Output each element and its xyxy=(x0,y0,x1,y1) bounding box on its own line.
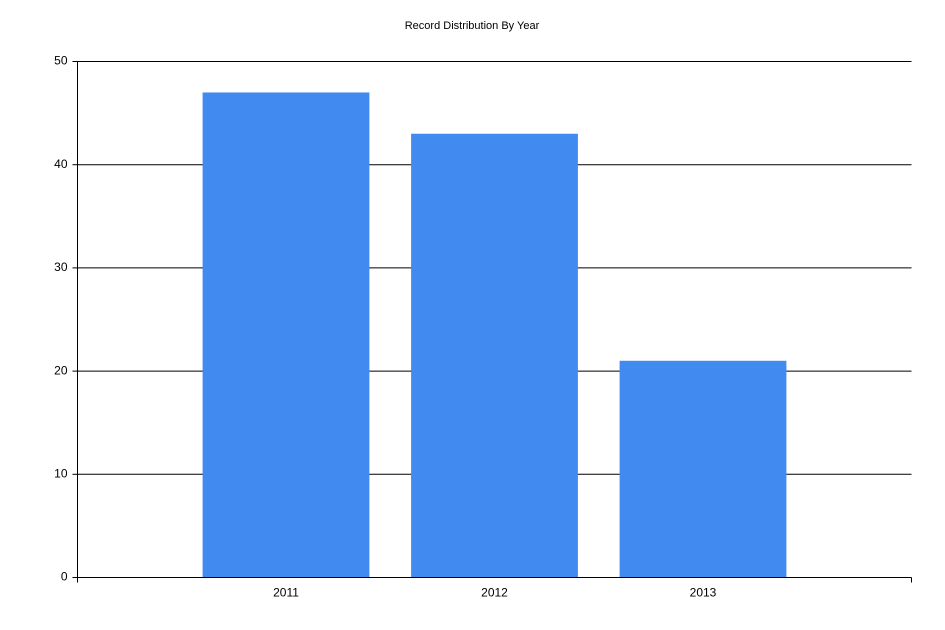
y-tick-label: 0 xyxy=(61,570,68,584)
chart-title: Record Distribution By Year xyxy=(405,20,540,32)
bar xyxy=(411,133,578,578)
bar xyxy=(202,92,370,578)
x-tick-label: 2012 xyxy=(481,586,508,600)
x-tick-label: 2011 xyxy=(273,586,299,600)
bar xyxy=(619,360,787,578)
y-tick-label: 20 xyxy=(54,363,68,377)
y-tick-label: 40 xyxy=(54,157,68,171)
y-tick-label: 30 xyxy=(54,260,68,274)
y-tick-label: 50 xyxy=(54,54,68,68)
y-tick-label: 10 xyxy=(54,466,68,480)
x-tick-label: 2013 xyxy=(690,586,717,600)
